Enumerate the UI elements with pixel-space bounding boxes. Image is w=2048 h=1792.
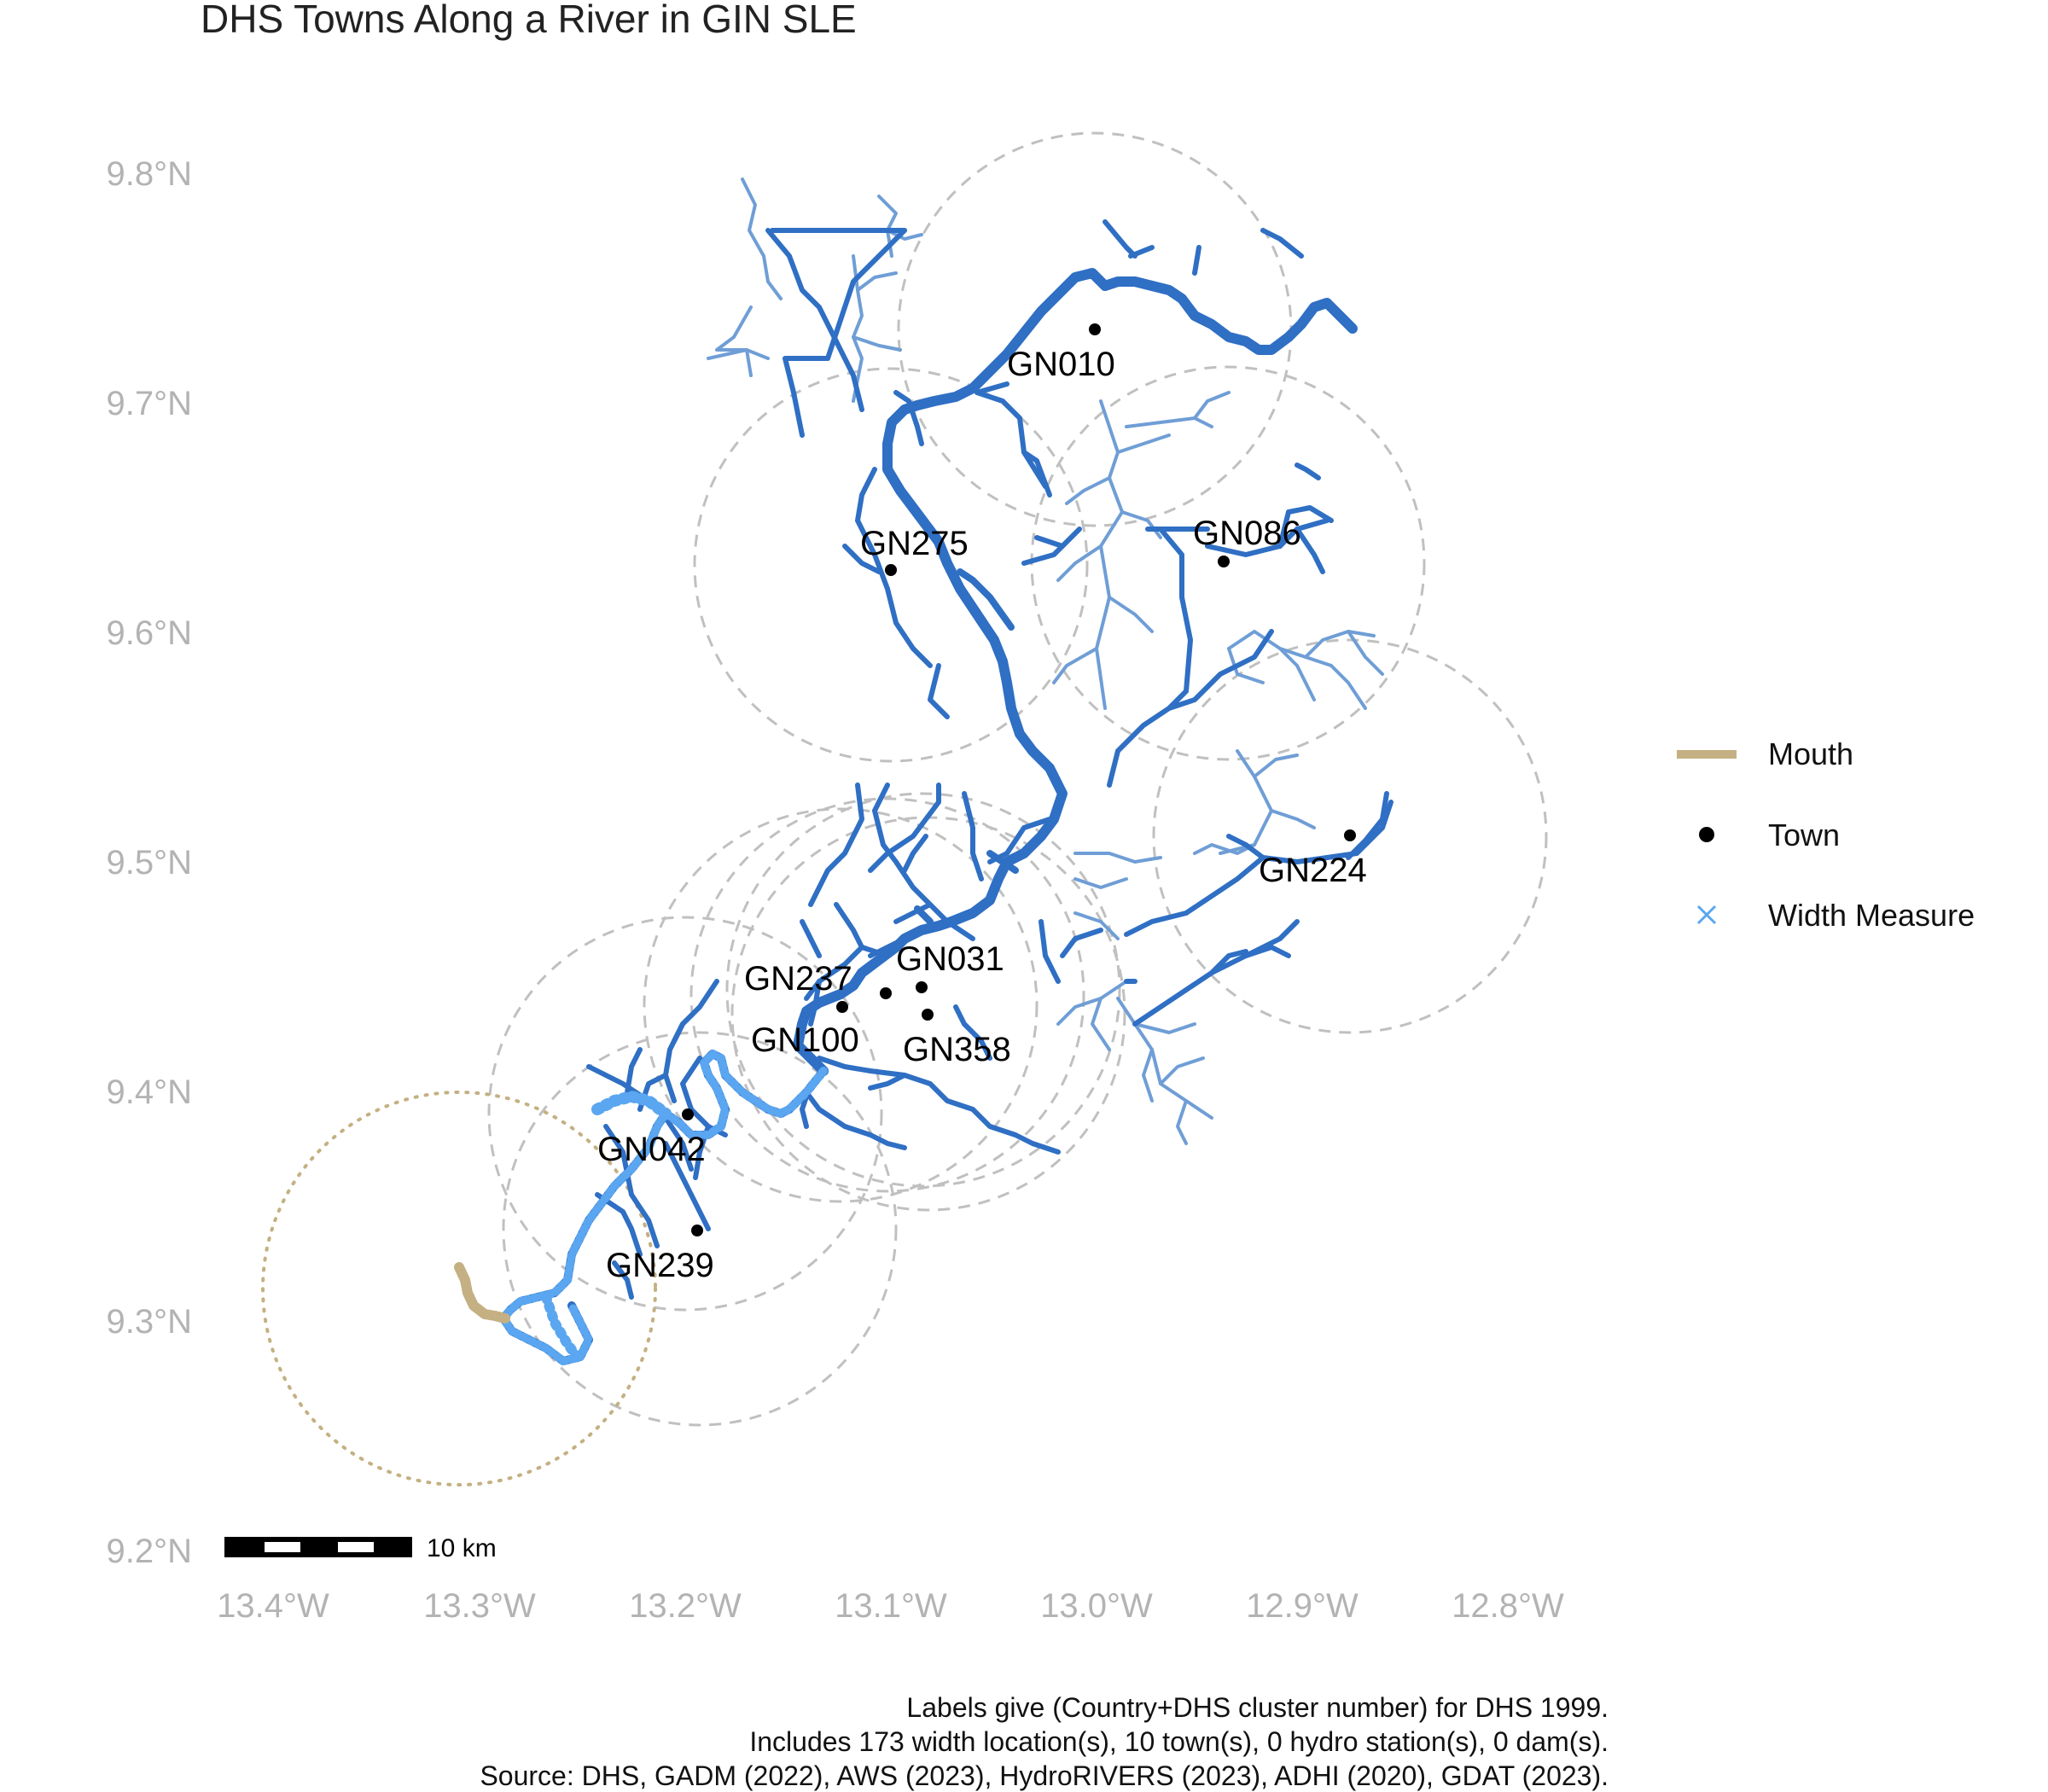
- buffer-gn237: [643, 807, 1039, 1203]
- town-gn100: GN100: [751, 987, 892, 1059]
- buffer-gn275: [693, 367, 1089, 763]
- town-label: GN358: [903, 1031, 1011, 1068]
- town-label: GN100: [751, 1021, 859, 1059]
- y-label-9.4: 9.4°N: [107, 1073, 193, 1111]
- town-marker: [836, 1001, 848, 1013]
- x-label-13.3: 13.3°W: [423, 1587, 536, 1625]
- x-label-13.2: 13.2°W: [629, 1587, 742, 1625]
- town-label: GN237: [744, 960, 852, 998]
- x-label-13.0: 13.0°W: [1040, 1587, 1153, 1625]
- y-axis-labels: 9.8°N 9.7°N 9.6°N 9.5°N 9.4°N 9.3°N 9.2°…: [107, 155, 193, 1570]
- town-marker: [880, 987, 892, 999]
- y-label-9.5: 9.5°N: [107, 844, 193, 881]
- town-gn031: GN031: [896, 940, 1004, 993]
- town-label: GN086: [1193, 515, 1301, 552]
- legend-item-mouth: Mouth: [1677, 736, 1853, 771]
- x-axis-labels: 13.4°W 13.3°W 13.2°W 13.1°W 13.0°W 12.9°…: [217, 1587, 1564, 1625]
- town-gn086: GN086: [1193, 515, 1301, 567]
- town-marker: [1218, 556, 1230, 567]
- tributaries-minor: [707, 177, 1384, 1145]
- legend-label-town: Town: [1768, 817, 1840, 852]
- town-gn010: GN010: [1007, 323, 1115, 383]
- mouth-buffer: [261, 1091, 657, 1487]
- town-label: GN031: [896, 940, 1004, 978]
- town-marker: [1344, 829, 1356, 841]
- town-label: GN224: [1259, 852, 1367, 889]
- x-label-12.9: 12.9°W: [1246, 1587, 1359, 1625]
- x-label-13.1: 13.1°W: [835, 1587, 947, 1625]
- legend-label-mouth: Mouth: [1768, 736, 1853, 771]
- x-label-12.8: 12.8°W: [1452, 1587, 1564, 1625]
- tributaries-main: [586, 219, 1393, 1300]
- x-label-13.4: 13.4°W: [217, 1587, 329, 1625]
- town-gn239: GN239: [606, 1225, 714, 1284]
- town-gn042: GN042: [597, 1108, 706, 1168]
- buffer-gn224: [1152, 638, 1548, 1034]
- y-label-9.8: 9.8°N: [107, 155, 193, 193]
- buffer-gn100: [689, 797, 1085, 1193]
- y-label-9.7: 9.7°N: [107, 385, 193, 422]
- y-label-9.6: 9.6°N: [107, 614, 193, 652]
- town-gn275: GN275: [860, 525, 969, 576]
- town-label: GN239: [606, 1247, 714, 1284]
- town-gn224: GN224: [1259, 829, 1367, 889]
- caption-line-2: Includes 173 width location(s), 10 town(…: [749, 1726, 1609, 1757]
- town-marker: [682, 1108, 694, 1120]
- town-marker: [1089, 323, 1101, 335]
- river-mouth: [454, 1262, 510, 1324]
- y-label-9.2: 9.2°N: [107, 1533, 193, 1570]
- legend-item-town: Town: [1699, 817, 1840, 852]
- town-marker: [691, 1225, 703, 1236]
- map-title: DHS Towns Along a River in GIN SLE: [201, 0, 857, 41]
- towns: GN010 GN275 GN086 GN224 GN031 GN237 GN10…: [597, 323, 1367, 1284]
- town-label: GN010: [1007, 346, 1115, 383]
- buffer-gn042: [487, 916, 883, 1312]
- caption: Labels give (Country+DHS cluster number)…: [480, 1692, 1609, 1791]
- lower-channel: [499, 1050, 828, 1366]
- town-marker: [922, 1009, 934, 1021]
- town-buffers: [487, 131, 1548, 1427]
- scale-bar: 10 km: [224, 1534, 497, 1562]
- town-marker: [885, 564, 897, 576]
- caption-line-3: Source: DHS, GADM (2022), AWS (2023), Hy…: [480, 1760, 1609, 1791]
- buffer-gn239: [502, 1031, 898, 1427]
- town-gn358: GN358: [903, 1009, 1011, 1068]
- scale-bar-label: 10 km: [427, 1534, 497, 1562]
- town-gn237: GN237: [744, 960, 852, 1013]
- legend-item-width: Width Measure: [1696, 898, 1975, 933]
- y-label-9.3: 9.3°N: [107, 1303, 193, 1341]
- legend: Mouth Town Width Measure: [1677, 736, 1975, 933]
- town-label: GN042: [597, 1131, 706, 1168]
- town-label: GN275: [860, 525, 969, 562]
- caption-line-1: Labels give (Country+DHS cluster number)…: [906, 1692, 1609, 1723]
- buffer-gn031: [725, 792, 1121, 1188]
- legend-label-width: Width Measure: [1768, 898, 1975, 933]
- town-marker: [916, 981, 928, 993]
- main-channel: [793, 268, 1358, 1076]
